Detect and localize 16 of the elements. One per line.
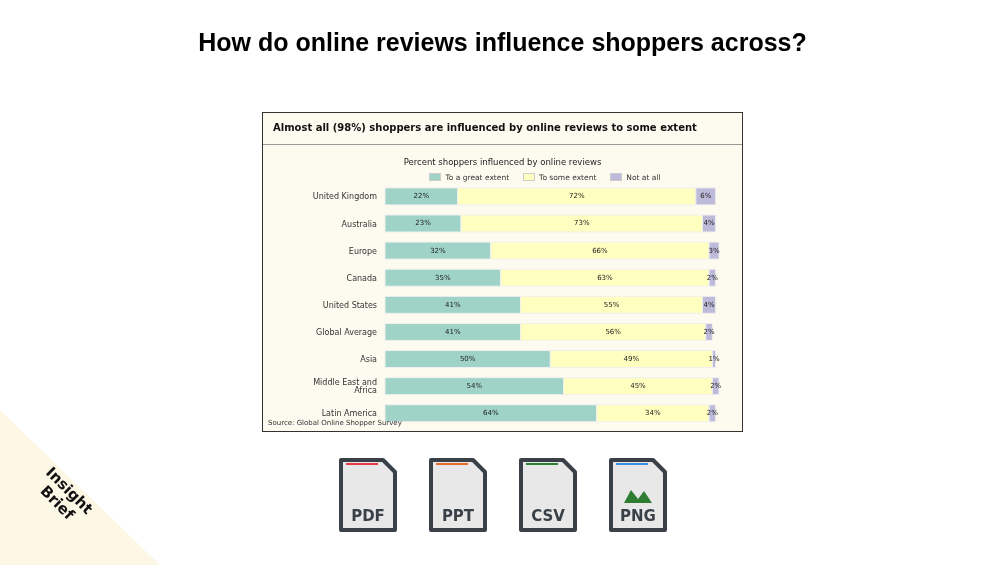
y-tick-label: Australia [341, 219, 378, 229]
y-tick-label: Europe [348, 246, 378, 256]
chart-title: Percent shoppers influenced by online reviews [402, 157, 603, 167]
file-icon: PNG [608, 457, 668, 533]
y-tick-label: Asia [360, 355, 378, 365]
y-tick-label: Latin America [321, 409, 378, 419]
chart-subtitle: Almost all (98%) shoppers are influenced by online reviews to some extent [263, 113, 742, 145]
y-tick-label: Global Average [316, 327, 378, 337]
y-tick-label: Middle East and Africa [313, 378, 378, 396]
file-icon: PDF [338, 457, 398, 533]
y-tick-label: United Kingdom [312, 192, 378, 202]
y-tick-label: Canada [346, 273, 378, 283]
text: How do online reviews influence shoppers across? [197, 28, 808, 57]
y-tick-label: United States [322, 300, 377, 310]
file-icon: CSV [518, 457, 578, 533]
file-icon: PPT [428, 457, 488, 533]
